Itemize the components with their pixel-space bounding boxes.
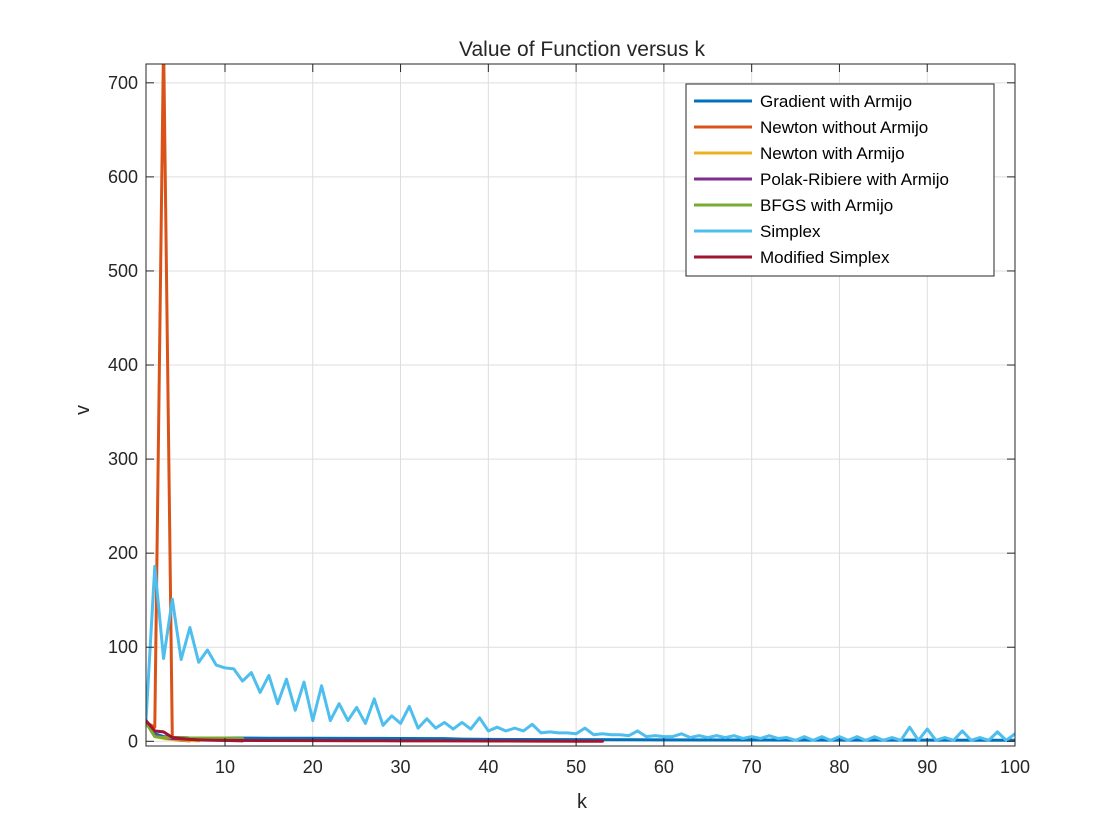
x-tick-label: 70 bbox=[742, 757, 762, 777]
series-lines bbox=[146, 64, 1015, 743]
y-tick-label: 400 bbox=[108, 355, 138, 375]
chart-title: Value of Function versus k bbox=[459, 38, 705, 61]
x-tick-label: 30 bbox=[391, 757, 411, 777]
x-tick-label: 90 bbox=[917, 757, 937, 777]
plot-frame bbox=[145, 63, 1016, 747]
legend-label: Gradient with Armijo bbox=[760, 92, 912, 111]
x-tick-label: 20 bbox=[303, 757, 323, 777]
y-tick-label: 300 bbox=[108, 449, 138, 469]
series-line-simplex bbox=[146, 564, 1015, 742]
ticks: 10 20 30 40 50 60 70 80 90 100 0 100 200 300 400 500 600… bbox=[108, 64, 1030, 777]
y-axis-label: v bbox=[72, 405, 94, 415]
x-tick-label: 40 bbox=[478, 757, 498, 777]
legend-label: Newton without Armijo bbox=[760, 118, 928, 137]
y-tick-label: 200 bbox=[108, 543, 138, 563]
x-tick-label: 80 bbox=[829, 757, 849, 777]
legend-label: BFGS with Armijo bbox=[760, 196, 893, 215]
y-tick-label: 0 bbox=[128, 731, 138, 751]
x-tick-label: 100 bbox=[1000, 757, 1030, 777]
x-tick-label: 60 bbox=[654, 757, 674, 777]
legend-label: Simplex bbox=[760, 222, 821, 241]
legend-label: Modified Simplex bbox=[760, 248, 890, 267]
y-tick-label: 500 bbox=[108, 261, 138, 281]
legend: Gradient with Armijo Newton without Armij… bbox=[685, 83, 995, 277]
x-tick-label: 10 bbox=[215, 757, 235, 777]
legend-label: Newton with Armijo bbox=[760, 144, 905, 163]
x-tick-label: 50 bbox=[566, 757, 586, 777]
series-line-modified-simplex bbox=[146, 719, 604, 743]
y-tick-label: 600 bbox=[108, 167, 138, 187]
y-tick-label: 100 bbox=[108, 637, 138, 657]
x-axis-label: k bbox=[577, 791, 588, 813]
legend-label: Polak-Ribiere with Armijo bbox=[760, 170, 949, 189]
y-tick-label: 700 bbox=[108, 73, 138, 93]
